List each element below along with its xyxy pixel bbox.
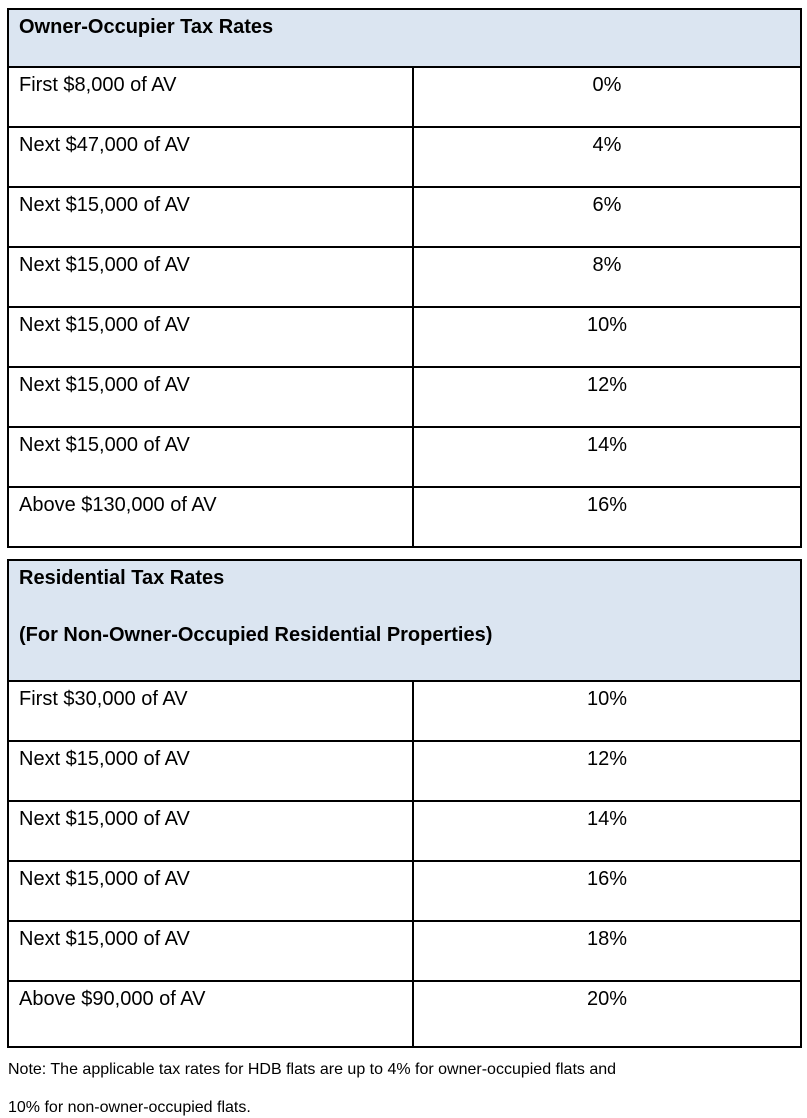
- tax-rate-cell: 20%: [412, 980, 802, 1048]
- tax-rate-cell: 14%: [411, 426, 803, 488]
- av-band-cell: Next $15,000 of AV: [7, 186, 414, 248]
- av-band-cell: Next $15,000 of AV: [7, 740, 414, 802]
- av-band-cell: Next $15,000 of AV: [7, 426, 414, 488]
- av-band-cell: First $8,000 of AV: [7, 66, 414, 128]
- table-row: Above $130,000 of AV 16%: [7, 486, 803, 548]
- av-band-cell: Next $15,000 of AV: [7, 860, 414, 922]
- table-row: Above $90,000 of AV 20%: [7, 980, 802, 1048]
- table-row: Next $15,000 of AV 10%: [7, 306, 803, 368]
- table-row: Next $15,000 of AV 18%: [7, 920, 802, 982]
- av-band-cell: Above $90,000 of AV: [7, 980, 414, 1048]
- tax-rate-cell: 12%: [411, 366, 803, 428]
- hdb-note-line1: Note: The applicable tax rates for HDB f…: [8, 1061, 617, 1078]
- tax-rate-cell: 6%: [411, 186, 803, 248]
- tax-rate-cell: 10%: [411, 306, 803, 368]
- tax-rate-cell: 8%: [411, 246, 803, 308]
- tax-rate-cell: 18%: [412, 920, 802, 982]
- av-band-cell: Next $15,000 of AV: [7, 366, 414, 428]
- table-row: First $8,000 of AV 0%: [7, 66, 803, 128]
- owner-occupier-table-title: Owner-Occupier Tax Rates: [6, 8, 803, 68]
- table-row: Next $15,000 of AV 16%: [7, 860, 802, 922]
- av-band-cell: Next $15,000 of AV: [7, 306, 414, 368]
- residential-tax-table: Residential Tax Rates (For Non-Owner-Occ…: [7, 559, 802, 1048]
- tax-rate-cell: 14%: [412, 800, 802, 862]
- av-band-cell: Next $15,000 of AV: [7, 800, 414, 862]
- tax-rate-cell: 0%: [411, 66, 803, 128]
- av-band-cell: Above $130,000 of AV: [7, 486, 414, 548]
- table-row: Next $15,000 of AV 12%: [7, 740, 802, 802]
- residential-table-title-line2: (For Non-Owner-Occupied Residential Prop…: [19, 624, 493, 646]
- hdb-note: Note: The applicable tax rates for HDB f…: [8, 1060, 800, 1117]
- table-row: Next $15,000 of AV 14%: [7, 800, 802, 862]
- av-band-cell: Next $15,000 of AV: [7, 920, 414, 982]
- residential-table-title-line1: Residential Tax Rates: [19, 567, 225, 589]
- owner-occupier-tax-table: Owner-Occupier Tax Rates First $8,000 of…: [6, 8, 803, 548]
- tax-rate-cell: 10%: [412, 680, 802, 742]
- av-band-cell: Next $47,000 of AV: [7, 126, 414, 188]
- table-header-row: Residential Tax Rates (For Non-Owner-Occ…: [7, 559, 802, 682]
- av-band-cell: First $30,000 of AV: [7, 680, 414, 742]
- tax-rate-cell: 4%: [411, 126, 803, 188]
- tax-rate-cell: 12%: [412, 740, 802, 802]
- av-band-cell: Next $15,000 of AV: [7, 246, 414, 308]
- hdb-note-line2: 10% for non-owner-occupied flats.: [8, 1099, 251, 1116]
- table-row: Next $15,000 of AV 8%: [7, 246, 803, 308]
- tax-rate-cell: 16%: [412, 860, 802, 922]
- table-row: First $30,000 of AV 10%: [7, 680, 802, 742]
- table-row: Next $15,000 of AV 14%: [7, 426, 803, 488]
- table-row: Next $47,000 of AV 4%: [7, 126, 803, 188]
- table-row: Next $15,000 of AV 6%: [7, 186, 803, 248]
- tax-rate-cell: 16%: [411, 486, 803, 548]
- residential-table-title: Residential Tax Rates (For Non-Owner-Occ…: [7, 559, 802, 682]
- table-header-row: Owner-Occupier Tax Rates: [6, 8, 803, 68]
- table-row: Next $15,000 of AV 12%: [7, 366, 803, 428]
